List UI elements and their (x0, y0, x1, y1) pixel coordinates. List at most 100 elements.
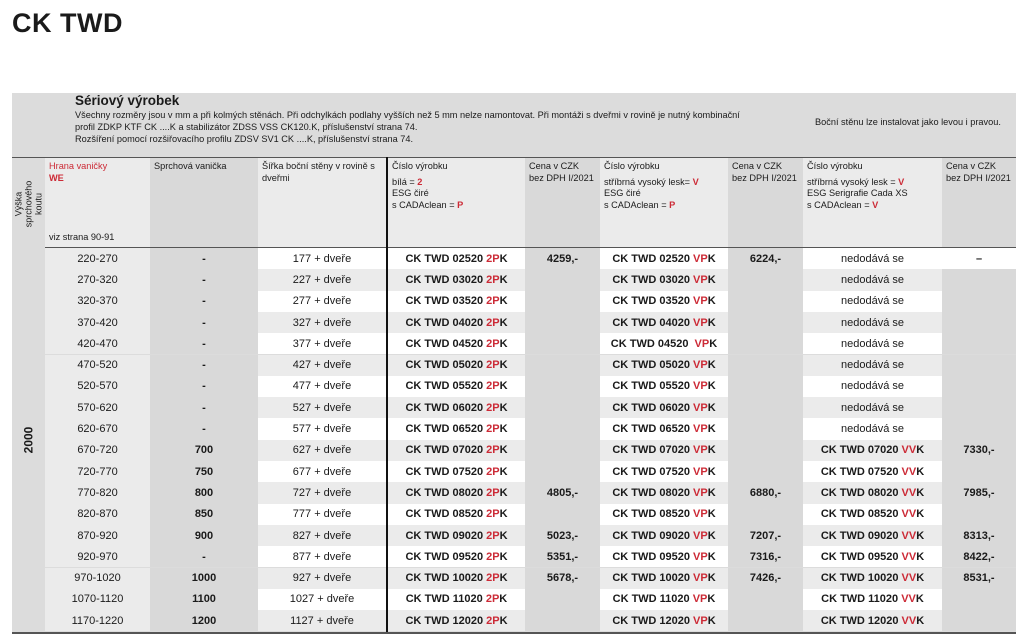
cell-tray: - (150, 354, 258, 376)
product-table: Sériový výrobek Všechny rozměry jsou v m… (12, 93, 1016, 634)
cell-price (728, 311, 803, 334)
cell-product-white: CK TWD 05520 2P K (388, 375, 525, 398)
cell-tray: - (150, 333, 258, 355)
cell-price: 5351,- (525, 546, 600, 568)
cell-price (525, 311, 600, 334)
cell-price (525, 290, 600, 312)
cell-width: 327 + dveře (258, 311, 386, 334)
cell-product-serigraphy: nedodává se (803, 333, 942, 355)
cell-tray: 850 (150, 503, 258, 525)
cell-range: 970-1020 (45, 567, 150, 589)
cell-price (728, 503, 803, 525)
header-edge: Hrana vaničky WE viz strana 90-91 (45, 157, 150, 248)
cell-range: 870-920 (45, 524, 150, 547)
cell-tray: 800 (150, 482, 258, 504)
cell-range: 770-820 (45, 482, 150, 504)
cell-tray: 1100 (150, 588, 258, 611)
cell-price (942, 418, 1016, 440)
cell-price (942, 397, 1016, 419)
cell-product-serigraphy: CK TWD 10020 VV K (803, 567, 942, 589)
cell-range: 720-770 (45, 461, 150, 483)
cell-range: 620-670 (45, 418, 150, 440)
cell-price (942, 610, 1016, 632)
cell-price (728, 354, 803, 376)
cell-product-serigraphy: nedodává se (803, 354, 942, 376)
cell-price: 8313,- (942, 524, 1016, 547)
cell-range: 820-870 (45, 503, 150, 525)
cell-product-silver: CK TWD 03520 VP K (600, 290, 728, 312)
cell-product-silver: CK TWD 09020 VP K (600, 524, 728, 547)
cell-tray: - (150, 546, 258, 568)
cell-product-serigraphy: CK TWD 08020 VV K (803, 482, 942, 504)
cell-price (525, 503, 600, 525)
cell-tray: 750 (150, 461, 258, 483)
table-row: 270-320-227 + dveře CK TWD 03020 2P K CK TW… (45, 269, 1016, 291)
cell-product-silver: CK TWD 03020 VP K (600, 269, 728, 291)
cell-width: 527 + dveře (258, 397, 386, 419)
cell-price: 4259,- (525, 248, 600, 270)
table-row: 320-370-277 + dveře CK TWD 03520 2P K CK TW… (45, 290, 1016, 312)
table-row: 470-520-427 + dveře CK TWD 05020 2P K CK TW… (45, 354, 1016, 376)
cell-product-silver: CK TWD 09520 VP K (600, 546, 728, 568)
intro-line: Rozšíření pomocí rozšiřovacího profilu Z… (75, 134, 414, 144)
cell-price (728, 269, 803, 291)
cell-price (525, 461, 600, 483)
cell-price (728, 290, 803, 312)
cell-product-white: CK TWD 05020 2P K (388, 354, 525, 376)
cell-price (942, 503, 1016, 525)
cell-width: 277 + dveře (258, 290, 386, 312)
cell-product-serigraphy: CK TWD 09020 VV K (803, 524, 942, 547)
cell-price (942, 588, 1016, 611)
cell-product-serigraphy: nedodává se (803, 375, 942, 398)
cell-product-serigraphy: nedodává se (803, 248, 942, 270)
side-note: Boční stěnu lze instalovat jako levou i … (815, 117, 1001, 127)
cell-product-serigraphy: CK TWD 07520 VV K (803, 461, 942, 483)
cell-price (525, 610, 600, 632)
cell-price: 7207,- (728, 524, 803, 547)
cell-price (942, 311, 1016, 334)
cell-tray: 1000 (150, 567, 258, 589)
cell-product-silver: CK TWD 10020 VP K (600, 567, 728, 589)
cell-product-white: CK TWD 04520 2P K (388, 333, 525, 355)
cell-width: 427 + dveře (258, 354, 386, 376)
table-row: 420-470-377 + dveře CK TWD 04520 2P K CK TW… (45, 333, 1016, 355)
cell-price: 4805,- (525, 482, 600, 504)
cell-price: 8422,- (942, 546, 1016, 568)
cell-price: 6880,- (728, 482, 803, 504)
header-height: Výška sprchového koutu (12, 157, 45, 249)
cell-price (942, 354, 1016, 376)
cell-price (728, 588, 803, 611)
cell-range: 570-620 (45, 397, 150, 419)
cell-width: 627 + dveře (258, 439, 386, 461)
cell-price (942, 290, 1016, 312)
header-price: Cena v CZK bez DPH I/2021 (728, 157, 803, 248)
cell-width: 227 + dveře (258, 269, 386, 291)
cell-tray: 1200 (150, 610, 258, 632)
intro-line: profil ZDKP KTF CK ....K a stabilizátor … (75, 122, 418, 132)
cell-price (942, 375, 1016, 398)
cell-price (942, 333, 1016, 355)
cell-range: 1070-1120 (45, 588, 150, 611)
cell-price: 8531,- (942, 567, 1016, 589)
cell-tray: - (150, 311, 258, 334)
cell-price: – (942, 248, 1016, 270)
cell-product-serigraphy: CK TWD 09520 VV K (803, 546, 942, 568)
cell-width: 577 + dveře (258, 418, 386, 440)
cell-price: 6224,- (728, 248, 803, 270)
table-row: 620-670-577 + dveře CK TWD 06520 2P K CK TW… (45, 418, 1016, 440)
cell-price (728, 418, 803, 440)
cell-product-serigraphy: nedodává se (803, 290, 942, 312)
cell-product-serigraphy: CK TWD 08520 VV K (803, 503, 942, 525)
cell-width: 827 + dveře (258, 524, 386, 547)
cell-width: 177 + dveře (258, 248, 386, 270)
cell-product-white: CK TWD 09020 2P K (388, 524, 525, 547)
cell-tray: 900 (150, 524, 258, 547)
cell-product-silver: CK TWD 08020 VP K (600, 482, 728, 504)
table-row: 870-920 900 827 + dveře CK TWD 09020 2P K 502… (45, 524, 1016, 547)
cell-product-serigraphy: CK TWD 07020 VV K (803, 439, 942, 461)
cell-product-silver: CK TWD 04520 VP K (600, 333, 728, 355)
table-row: 370-420-327 + dveře CK TWD 04020 2P K CK TW… (45, 311, 1016, 334)
cell-tray: - (150, 397, 258, 419)
cell-product-silver: CK TWD 05520 VP K (600, 375, 728, 398)
cell-price: 5678,- (525, 567, 600, 589)
